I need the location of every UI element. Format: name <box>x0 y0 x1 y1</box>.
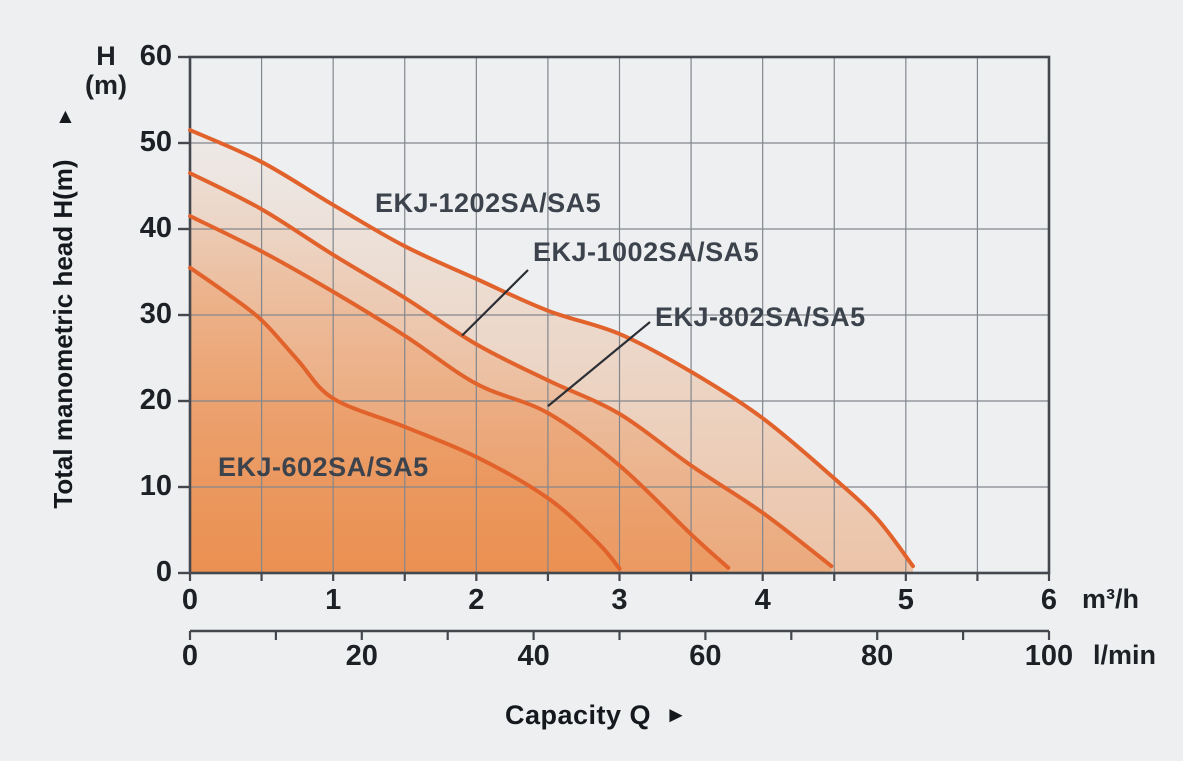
x-axis-unit-m3h: m³/h <box>1082 584 1139 614</box>
lmin-tick-label: 80 <box>861 640 894 672</box>
curve-ekj-1002sa-sa5 <box>188 171 834 569</box>
x-tick-label: 5 <box>897 584 914 616</box>
x-tick-label: 4 <box>754 584 771 616</box>
fill-area-3 <box>190 267 620 573</box>
curve-ekj-602sa-sa5 <box>188 265 622 571</box>
y-axis-header-symbol: H <box>96 41 116 71</box>
lmin-tick-label: 40 <box>517 640 550 672</box>
series-label-ekj-602sa-sa5: EKJ-602SA/SA5 <box>218 452 429 482</box>
series-label-ekj-1002sa-sa5: EKJ-1002SA/SA5 <box>533 237 760 267</box>
y-tick-label: 0 <box>155 556 172 588</box>
curve-ekj-1202sa-sa5 <box>188 128 915 569</box>
x-axis-unit-lmin: l/min <box>1093 640 1157 670</box>
x-tick-label: 0 <box>181 584 199 616</box>
label-leader-line <box>547 321 651 408</box>
y-tick-label: 20 <box>139 384 172 416</box>
y-axis-header: H (m) <box>78 42 134 100</box>
y-tick-label: 10 <box>139 470 172 502</box>
y-axis-up-arrow-icon: ▲ <box>55 105 76 128</box>
y-tick-label: 60 <box>139 40 172 72</box>
x-tick-label: 6 <box>1040 584 1058 616</box>
curve-ekj-802sa-sa5 <box>188 214 731 570</box>
series-label-ekj-1202sa-sa5: EKJ-1202SA/SA5 <box>375 188 602 218</box>
x-tick-label: 3 <box>611 584 628 616</box>
y-axis-header-unit: (m) <box>85 70 127 100</box>
x-tick-label: 1 <box>325 584 342 616</box>
lmin-tick-label: 60 <box>689 640 722 672</box>
x-axis-title-text: Capacity Q <box>505 700 652 730</box>
x-axis-title: Capacity Q ► <box>505 700 687 731</box>
y-tick-label: 30 <box>139 298 172 330</box>
label-leader-line <box>461 269 529 337</box>
lmin-tick-label: 0 <box>181 640 199 672</box>
lmin-tick-label: 20 <box>345 640 378 672</box>
x-tick-label: 2 <box>468 584 485 616</box>
y-tick-label: 50 <box>139 126 172 158</box>
y-axis-title: Total manometric head H(m) <box>48 159 78 509</box>
x-axis-right-arrow-icon: ► <box>665 702 688 727</box>
lmin-tick-label: 100 <box>1024 640 1074 672</box>
series-label-ekj-802sa-sa5: EKJ-802SA/SA5 <box>655 302 866 332</box>
y-tick-label: 40 <box>139 212 172 244</box>
